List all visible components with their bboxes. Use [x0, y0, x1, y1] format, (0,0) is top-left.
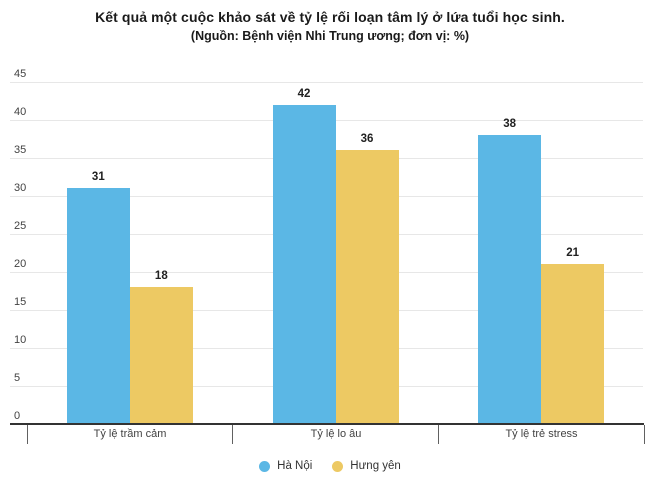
y-axis-label-0: 0: [14, 410, 21, 422]
bar-Hưng yên-2: [335, 150, 399, 424]
y-axis-label-35: 35: [14, 144, 27, 156]
bar-Hà Nội-1: [66, 188, 130, 424]
legend-label-hanoi: Hà Nội: [277, 460, 313, 472]
gridline-45: [10, 81, 643, 83]
y-axis-label-5: 5: [14, 372, 21, 384]
legend-item-hanoi: Hà Nội: [259, 460, 312, 472]
bar-Hà Nội-2: [272, 104, 336, 424]
x-axis-tick-1: [232, 425, 234, 444]
legend-label-hungyen: Hưng yên: [350, 460, 401, 472]
y-axis-label-10: 10: [14, 334, 27, 346]
category-label-lo-au: Tỷ lệ lo âu: [310, 428, 362, 440]
y-axis-label-20: 20: [14, 258, 27, 270]
y-axis-label-25: 25: [14, 220, 27, 232]
bar-value-Hà Nội-1: 31: [91, 171, 105, 184]
y-axis-label-15: 15: [14, 296, 27, 308]
bar-Hưng yên-3: [541, 264, 605, 424]
legend-marker-hanoi-icon: [259, 460, 271, 472]
bar-value-Hưng yên-2: 36: [360, 133, 374, 146]
category-label-tram-cam: Tỷ lệ trầm cảm: [93, 428, 167, 440]
y-axis-label-45: 45: [14, 68, 27, 80]
bar-value-Hà Nội-2: 42: [297, 87, 311, 100]
legend: Hà Nội Hưng yên: [0, 456, 660, 476]
y-axis-label-30: 30: [14, 182, 27, 194]
bar-value-Hưng yên-1: 18: [154, 270, 168, 283]
bar-value-Hưng yên-3: 21: [566, 247, 580, 260]
x-axis-tick-3: [643, 425, 645, 444]
bar-Hà Nội-3: [478, 135, 542, 424]
legend-item-hungyen: Hưng yên: [332, 460, 401, 472]
category-label-tre-stress: Tỷ lệ trẻ stress: [505, 428, 578, 440]
x-axis-tick-2: [437, 425, 439, 444]
chart-subtitle: (Nguồn: Bệnh viện Nhi Trung ương; đơn vị…: [190, 29, 470, 43]
x-axis-line: [10, 423, 644, 425]
chart-title: Kết quả một cuộc khảo sát về tỷ lệ rối l…: [95, 9, 565, 25]
bar-Hưng yên-1: [129, 287, 193, 424]
legend-marker-hungyen-icon: [332, 460, 344, 472]
y-axis-label-40: 40: [14, 106, 27, 118]
bar-value-Hà Nội-3: 38: [503, 118, 517, 131]
x-axis-tick-0: [26, 425, 28, 444]
